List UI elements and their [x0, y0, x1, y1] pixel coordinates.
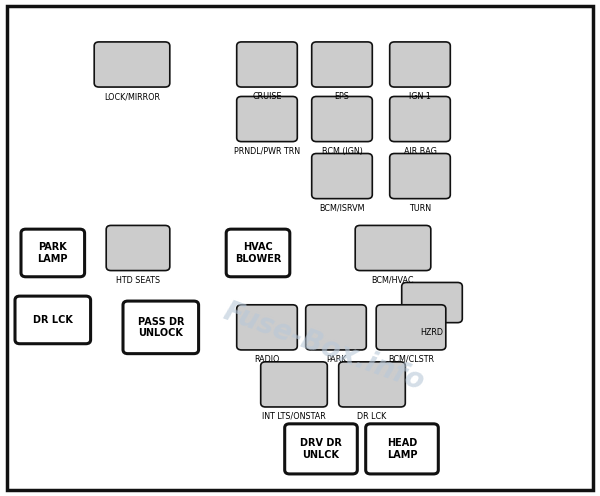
FancyBboxPatch shape	[355, 225, 431, 271]
Text: PRNDL/PWR TRN: PRNDL/PWR TRN	[234, 147, 300, 156]
FancyBboxPatch shape	[312, 42, 372, 87]
Text: DR LCK: DR LCK	[33, 315, 73, 325]
FancyBboxPatch shape	[94, 42, 170, 87]
FancyBboxPatch shape	[390, 154, 450, 198]
FancyBboxPatch shape	[21, 229, 85, 277]
FancyBboxPatch shape	[237, 96, 298, 142]
Text: TURN: TURN	[409, 203, 431, 213]
FancyBboxPatch shape	[226, 229, 290, 277]
Text: INT LTS/ONSTAR: INT LTS/ONSTAR	[262, 412, 326, 421]
Text: AIR BAG: AIR BAG	[404, 147, 436, 156]
Text: BCM/HVAC: BCM/HVAC	[372, 276, 414, 285]
Text: RADIO: RADIO	[254, 355, 280, 364]
FancyBboxPatch shape	[338, 362, 406, 407]
FancyBboxPatch shape	[390, 96, 450, 142]
Text: PASS DR
UNLOCK: PASS DR UNLOCK	[137, 316, 184, 338]
Text: HVAC
BLOWER: HVAC BLOWER	[235, 242, 281, 264]
FancyBboxPatch shape	[123, 301, 199, 354]
Text: DRV DR
UNLCK: DRV DR UNLCK	[300, 438, 342, 460]
FancyBboxPatch shape	[366, 424, 438, 474]
FancyBboxPatch shape	[7, 6, 593, 490]
Text: HZRD: HZRD	[421, 327, 443, 337]
FancyBboxPatch shape	[312, 96, 372, 142]
Text: BCM/CLSTR: BCM/CLSTR	[388, 355, 434, 364]
FancyBboxPatch shape	[402, 282, 462, 323]
Text: HTD SEATS: HTD SEATS	[116, 276, 160, 285]
FancyBboxPatch shape	[237, 305, 298, 350]
Text: DR LCK: DR LCK	[358, 412, 386, 421]
Text: PARK: PARK	[326, 355, 346, 364]
Text: IGN 1: IGN 1	[409, 92, 431, 101]
Text: LOCK/MIRROR: LOCK/MIRROR	[104, 92, 160, 101]
FancyBboxPatch shape	[390, 42, 450, 87]
Text: BCM/ISRVM: BCM/ISRVM	[319, 203, 365, 213]
Text: CRUISE: CRUISE	[252, 92, 282, 101]
FancyBboxPatch shape	[312, 154, 372, 198]
Text: HEAD
LAMP: HEAD LAMP	[387, 438, 417, 460]
Text: Fuse-Box.info: Fuse-Box.info	[220, 298, 428, 397]
Text: BCM (IGN): BCM (IGN)	[322, 147, 362, 156]
FancyBboxPatch shape	[15, 296, 91, 344]
Text: EPS: EPS	[335, 92, 349, 101]
FancyBboxPatch shape	[260, 362, 328, 407]
FancyBboxPatch shape	[376, 305, 446, 350]
FancyBboxPatch shape	[237, 42, 298, 87]
FancyBboxPatch shape	[106, 225, 170, 271]
Text: PARK
LAMP: PARK LAMP	[38, 242, 68, 264]
FancyBboxPatch shape	[306, 305, 366, 350]
FancyBboxPatch shape	[285, 424, 358, 474]
